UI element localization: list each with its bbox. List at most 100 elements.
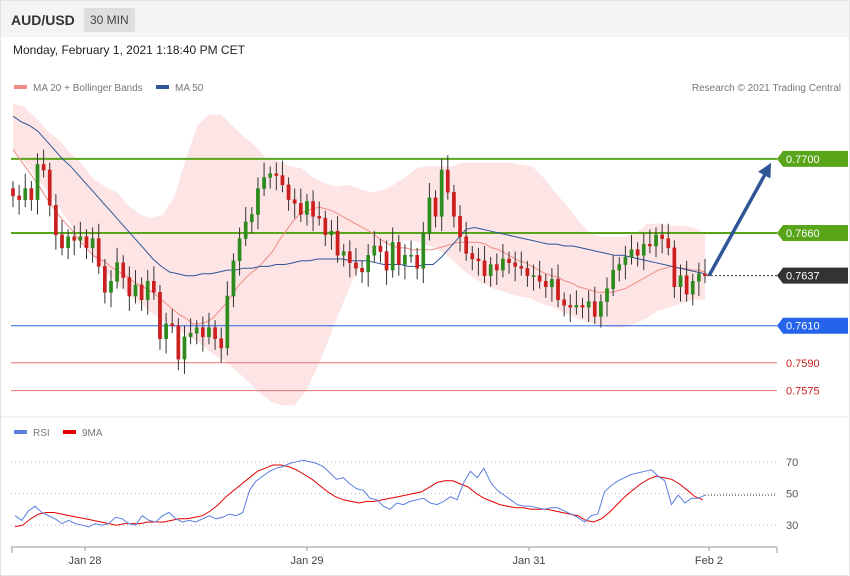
candle-body (29, 188, 34, 200)
candle-body (568, 305, 573, 308)
level-tag-0.7610 (777, 317, 848, 334)
price-legend: MA 20 + Bollinger Bands MA 50 Research ©… (14, 83, 841, 94)
candle-body (335, 230, 340, 256)
candle-body (445, 169, 450, 193)
candle (207, 312, 211, 345)
candle-body (623, 256, 628, 265)
ma50-legend-swatch (156, 85, 169, 89)
candle-body (194, 327, 199, 334)
candle (23, 173, 28, 208)
candle (17, 184, 21, 215)
candle-body (115, 262, 119, 282)
x-axis: Jan 28 Jan 29 Jan 31 Feb 2 (11, 546, 778, 567)
candle-body (562, 299, 567, 306)
rsi-ma-legend-label: 9MA (82, 428, 103, 439)
candle-body (556, 279, 560, 301)
candle-body (543, 280, 548, 288)
candle-body (127, 277, 132, 297)
candle-body (378, 245, 383, 252)
candle (623, 246, 628, 280)
candle-body (66, 236, 70, 249)
candle-body (470, 253, 475, 260)
candle (103, 258, 107, 304)
candle-body (207, 327, 211, 338)
candle (78, 221, 83, 248)
candle-body (182, 336, 187, 360)
level-tag-0.7637 (777, 267, 848, 284)
candle (605, 277, 609, 317)
candle (660, 223, 664, 254)
candle-body (274, 173, 279, 176)
candle (641, 233, 646, 271)
candle-body (697, 273, 701, 282)
candle-body (684, 275, 689, 295)
ma50-line (12, 115, 706, 277)
candle (323, 210, 328, 246)
rsi-legend-label: RSI (33, 428, 50, 439)
candle (243, 207, 248, 246)
candle (703, 258, 707, 284)
candle-body (133, 284, 138, 297)
candle (501, 244, 505, 278)
candle (568, 294, 573, 323)
candle-body (41, 164, 46, 171)
candle (629, 234, 634, 265)
candle-body (268, 173, 273, 178)
symbol-title: AUD/USD (11, 12, 75, 28)
candle-body (311, 201, 315, 217)
level-label-0.7575: 0.7575 (786, 386, 820, 398)
candle (697, 262, 701, 297)
candle-body (237, 238, 242, 262)
candle (311, 190, 315, 232)
candle (654, 227, 658, 258)
forecast-arrow-layer (707, 162, 771, 277)
candle (672, 240, 677, 298)
candle (194, 320, 199, 345)
candle-body (605, 288, 609, 302)
candle-body (249, 214, 254, 223)
candle (115, 247, 119, 289)
candle (360, 260, 364, 284)
candle (96, 223, 101, 274)
candle (617, 257, 622, 282)
candle-body (592, 301, 597, 317)
candle-body (139, 284, 144, 301)
candle-body (47, 169, 52, 206)
rsi-lines-layer (14, 459, 777, 528)
candle (390, 227, 395, 278)
candle (684, 260, 689, 302)
candle (47, 162, 52, 217)
candle (11, 181, 15, 208)
candle-body (317, 216, 322, 219)
candle-body (525, 267, 530, 276)
interval-badge[interactable]: 30 MIN (84, 8, 135, 32)
candle (586, 290, 591, 323)
candle-body (60, 234, 64, 249)
candle-body (501, 258, 505, 271)
candle-body (35, 164, 40, 200)
candle-body (635, 249, 640, 256)
candle-body (476, 258, 481, 262)
candle (145, 270, 150, 315)
candle-body (17, 195, 21, 200)
candle (305, 194, 309, 226)
candle (378, 238, 383, 263)
candle (556, 264, 560, 308)
candle (574, 290, 579, 315)
forecast-arrow-shaft (707, 170, 769, 277)
candle-body (243, 221, 248, 239)
bollinger-band (13, 103, 705, 406)
rsi-panel: RSI 9MA 30 50 70 (11, 428, 798, 532)
candle-body (672, 247, 677, 288)
candle (335, 216, 340, 263)
candle-body (366, 255, 371, 273)
candle-body (617, 264, 622, 271)
candle (164, 312, 168, 354)
candle-body (323, 217, 328, 236)
candle-body (648, 243, 652, 247)
candle (464, 221, 469, 261)
candle (90, 227, 95, 263)
candle-body (513, 262, 518, 267)
candle-body (666, 238, 671, 249)
candle (470, 246, 475, 271)
